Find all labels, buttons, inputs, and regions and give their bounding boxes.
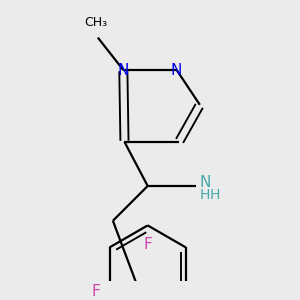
Text: N: N: [171, 62, 182, 77]
Text: H: H: [209, 188, 220, 202]
Text: N: N: [118, 62, 129, 77]
Text: H: H: [200, 188, 210, 202]
Text: F: F: [143, 237, 152, 252]
Text: N: N: [200, 175, 211, 190]
Text: F: F: [92, 284, 100, 299]
Text: CH₃: CH₃: [84, 16, 107, 29]
